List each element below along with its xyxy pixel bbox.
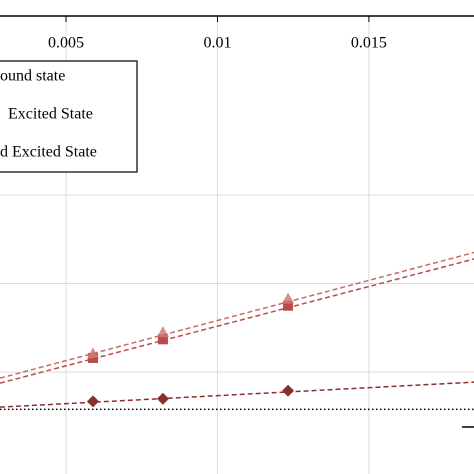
legend-label: d Excited State (0, 144, 97, 161)
legend-label: ound state (0, 68, 65, 85)
fit-line (0, 381, 474, 408)
legend-box (0, 60, 138, 173)
x-tick-label: 0.01 (203, 35, 231, 52)
grid (0, 16, 474, 474)
fit-line (0, 251, 474, 379)
fit-line (0, 258, 474, 384)
x-tick-label: 0.005 (48, 35, 84, 52)
legend: ound state Excited State d Excited State (0, 60, 138, 173)
point (157, 334, 168, 345)
point (86, 395, 99, 408)
legend-label: Excited State (8, 106, 93, 123)
point (282, 384, 295, 397)
x-tick-label: 0.015 (351, 35, 387, 52)
point (282, 292, 295, 304)
point (283, 300, 294, 311)
plot-area (0, 251, 474, 411)
